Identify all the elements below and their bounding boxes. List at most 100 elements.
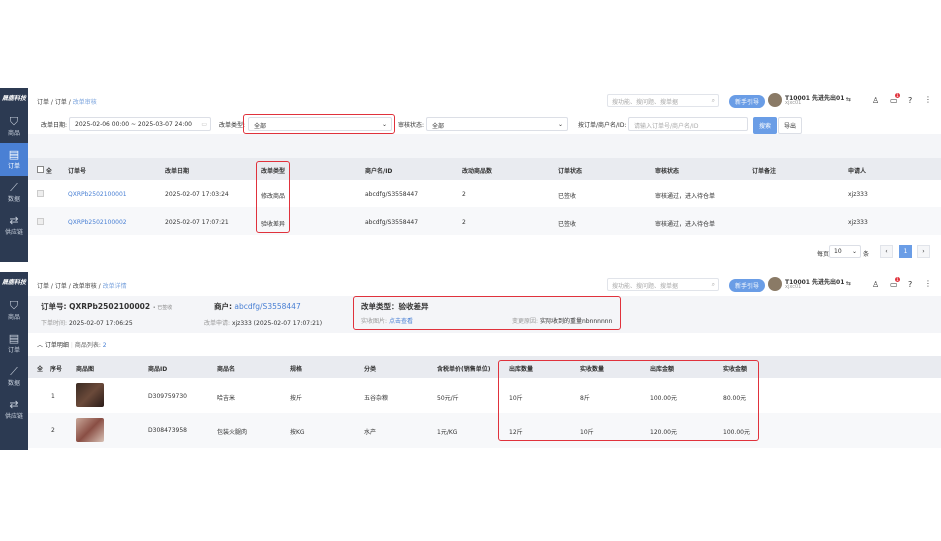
sidebar-item-supply[interactable]: ⇄ 供应链 — [0, 209, 28, 242]
highlight-box — [243, 114, 395, 134]
order-link[interactable]: QXRPb2502100002 — [68, 219, 127, 226]
order-link[interactable]: QXRPb2502100001 — [68, 191, 127, 198]
chevron-down-icon: ⌄ — [851, 248, 857, 255]
order-change-detail-panel: 晟鹿科技 ⛉ 商品 ▤ 订单 ⟋ 数据 ⇄ 供应链 订单 / 订单 / 改单审核 / 改… — [0, 272, 941, 450]
document-icon: ▤ — [8, 148, 20, 161]
crumb-current: 改单审核 — [72, 99, 97, 106]
guide-button[interactable]: 新手引导 — [729, 279, 766, 292]
chevron-down-icon: ⌄ — [557, 121, 563, 128]
crumb-orders[interactable]: 订单 — [37, 99, 50, 106]
row-checkbox[interactable] — [37, 218, 44, 225]
switch-icon[interactable]: ⇆ — [846, 280, 852, 287]
order-status: 已签收 — [157, 305, 173, 311]
notification-badge: 1 — [895, 93, 900, 98]
bag-icon: ⛉ — [9, 299, 19, 312]
col-status: 订单状态 — [558, 168, 583, 175]
notification-badge: 1 — [895, 277, 900, 282]
view-photo-link[interactable]: 点击查看 — [388, 318, 413, 325]
crumb-orders[interactable]: 订单 — [37, 283, 50, 290]
user-icon[interactable]: ♙ — [872, 96, 880, 105]
global-search-input[interactable]: 搜功能、搜问题、搜单据 ⌕ — [607, 94, 719, 107]
help-icon[interactable]: ? — [908, 280, 913, 289]
product-image[interactable] — [76, 418, 104, 442]
sidebar: 晟鹿科技 ⛉ 商品 ▤ 订单 ⟋ 数据 ⇄ 供应链 — [0, 272, 28, 450]
table-row[interactable] — [28, 207, 941, 235]
user-menu[interactable]: T10001 先进先出01 xjxc01 ⇆ — [768, 93, 851, 109]
change-reason: 实际收到的重量nbnnnnnn — [539, 318, 613, 325]
sidebar-item-goods[interactable]: ⛉ 商品 — [0, 110, 28, 143]
apply-info: xjz333 (2025-02-07 17:07:21) — [231, 320, 323, 327]
more-icon[interactable]: ⋮ — [924, 279, 932, 288]
exchange-icon: ⇄ — [9, 214, 19, 227]
logo: 晟鹿科技 — [1, 95, 26, 102]
more-icon[interactable]: ⋮ — [924, 95, 932, 104]
user-icon[interactable]: ♙ — [872, 280, 880, 289]
change-type-select[interactable]: 全部 ⌄ — [248, 117, 392, 131]
avatar — [768, 277, 782, 291]
order-change-list-panel: 晟鹿科技 ⛉ 商品 ▤ 订单 ⟋ 数据 ⇄ 供应链 订单 / 订单 / 改单审核 搜功能… — [0, 88, 941, 262]
message-icon[interactable]: ▭ 1 — [890, 93, 900, 105]
order-number: QXRPb2502100002 — [69, 302, 151, 311]
keyword-label: 按订单/商户名/ID: — [578, 122, 627, 129]
search-button[interactable]: 搜索 — [753, 117, 778, 134]
date-range-input[interactable]: 2025-02-06 00:00 ~ 2025-03-07 24:00 ▭ — [69, 117, 211, 131]
search-icon: ⌕ — [711, 281, 715, 288]
goods-count: 2 — [102, 342, 107, 349]
col-applicant: 申请人 — [848, 168, 867, 175]
highlight-box — [256, 161, 290, 233]
date-label: 改单日期: — [41, 122, 68, 129]
chevron-down-icon: ⌄ — [381, 121, 387, 128]
col-type: 改单类型 — [261, 168, 286, 175]
crumb-current: 改单详情 — [102, 283, 127, 290]
message-icon[interactable]: ▭ 1 — [890, 277, 900, 289]
table-header — [28, 356, 941, 378]
crumb-orders-2[interactable]: 订单 — [54, 283, 67, 290]
crumb-audit[interactable]: 改单审核 — [72, 283, 97, 290]
row-checkbox[interactable] — [37, 190, 44, 197]
crumb-orders-2[interactable]: 订单 — [54, 99, 67, 106]
prev-page-button[interactable]: ‹ — [880, 245, 893, 258]
order-info — [28, 296, 941, 333]
sidebar-item-goods[interactable]: ⛉ 商品 — [0, 294, 28, 327]
table-row[interactable] — [28, 413, 941, 448]
keyword-input[interactable]: 请输入订单号/商户名/ID — [628, 117, 748, 131]
breadcrumb: 订单 / 订单 / 改单审核 — [37, 99, 97, 106]
col-audit: 审核状态 — [655, 168, 680, 175]
bag-icon: ⛉ — [9, 115, 19, 128]
select-all-checkbox[interactable]: 全 — [37, 366, 44, 373]
order-detail-toggle[interactable]: ︿ 订单明细 | 商品列表: 2 — [37, 342, 107, 349]
product-image[interactable] — [76, 383, 104, 407]
order-time: 2025-02-07 17:06:25 — [68, 320, 133, 327]
audit-status-select[interactable]: 全部 ⌄ — [426, 117, 568, 131]
chart-icon: ⟋ — [10, 181, 18, 194]
sidebar-item-orders[interactable]: ▤ 订单 — [0, 327, 28, 360]
select-all-checkbox[interactable]: 全 — [37, 166, 52, 175]
next-page-button[interactable]: › — [917, 245, 930, 258]
global-search-input[interactable]: 搜功能、搜问题、搜单据 ⌕ — [607, 278, 719, 291]
exchange-icon: ⇄ — [9, 398, 19, 411]
search-icon: ⌕ — [711, 97, 715, 104]
page-button[interactable]: 1 — [899, 245, 912, 258]
sidebar-item-data[interactable]: ⟋ 数据 — [0, 176, 28, 209]
col-date: 改单日期 — [165, 168, 190, 175]
merchant-link[interactable]: abcdfg/S3558447 — [234, 302, 301, 311]
col-merchant: 商户名/ID — [365, 168, 393, 175]
logo: 晟鹿科技 — [1, 279, 26, 286]
change-type-title: 改单类型：验收差异 — [361, 302, 429, 311]
highlight-box — [353, 296, 621, 330]
sidebar-item-data[interactable]: ⟋ 数据 — [0, 360, 28, 393]
calendar-icon: ▭ — [201, 121, 207, 128]
audit-label: 审核状态: — [398, 122, 425, 129]
document-icon: ▤ — [8, 332, 20, 345]
export-button[interactable]: 导出 — [778, 117, 803, 134]
user-menu[interactable]: T10001 先进先出01 xjxc01 ⇆ — [768, 277, 851, 293]
sidebar-item-orders[interactable]: ▤ 订单 — [0, 143, 28, 176]
switch-icon[interactable]: ⇆ — [846, 96, 852, 103]
guide-button[interactable]: 新手引导 — [729, 95, 766, 108]
highlight-box — [498, 360, 759, 441]
help-icon[interactable]: ? — [908, 96, 913, 105]
col-count: 改动商品数 — [462, 168, 493, 175]
chart-icon: ⟋ — [10, 365, 18, 378]
sidebar-item-supply[interactable]: ⇄ 供应链 — [0, 393, 28, 426]
page-size-select[interactable]: 10 ⌄ — [829, 245, 861, 258]
